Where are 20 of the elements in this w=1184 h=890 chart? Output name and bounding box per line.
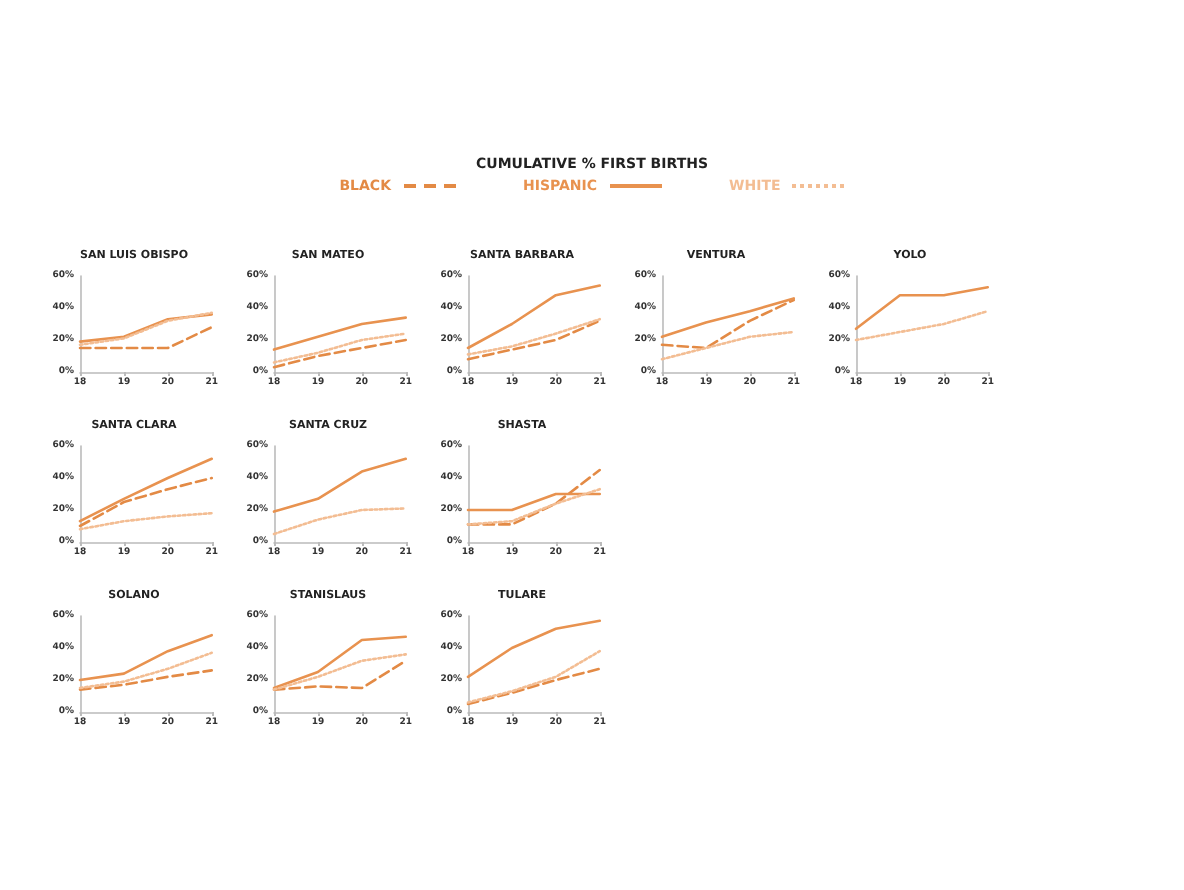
line-series xyxy=(660,298,796,350)
line-series xyxy=(78,633,214,682)
line-series xyxy=(466,619,602,679)
line-series xyxy=(466,284,602,350)
line-series xyxy=(272,635,408,690)
line-series xyxy=(78,669,214,691)
line-series xyxy=(466,649,602,704)
line-series xyxy=(272,507,408,536)
line-series xyxy=(78,651,214,690)
line-series xyxy=(78,457,214,523)
line-series xyxy=(854,309,990,342)
line-series xyxy=(466,667,602,706)
line-series xyxy=(272,457,408,513)
line-series xyxy=(272,653,408,691)
line-series xyxy=(272,338,408,369)
line-series xyxy=(272,332,408,364)
line-series xyxy=(78,511,214,531)
line-series xyxy=(466,487,602,526)
line-series xyxy=(660,330,796,361)
line-series xyxy=(272,316,408,351)
